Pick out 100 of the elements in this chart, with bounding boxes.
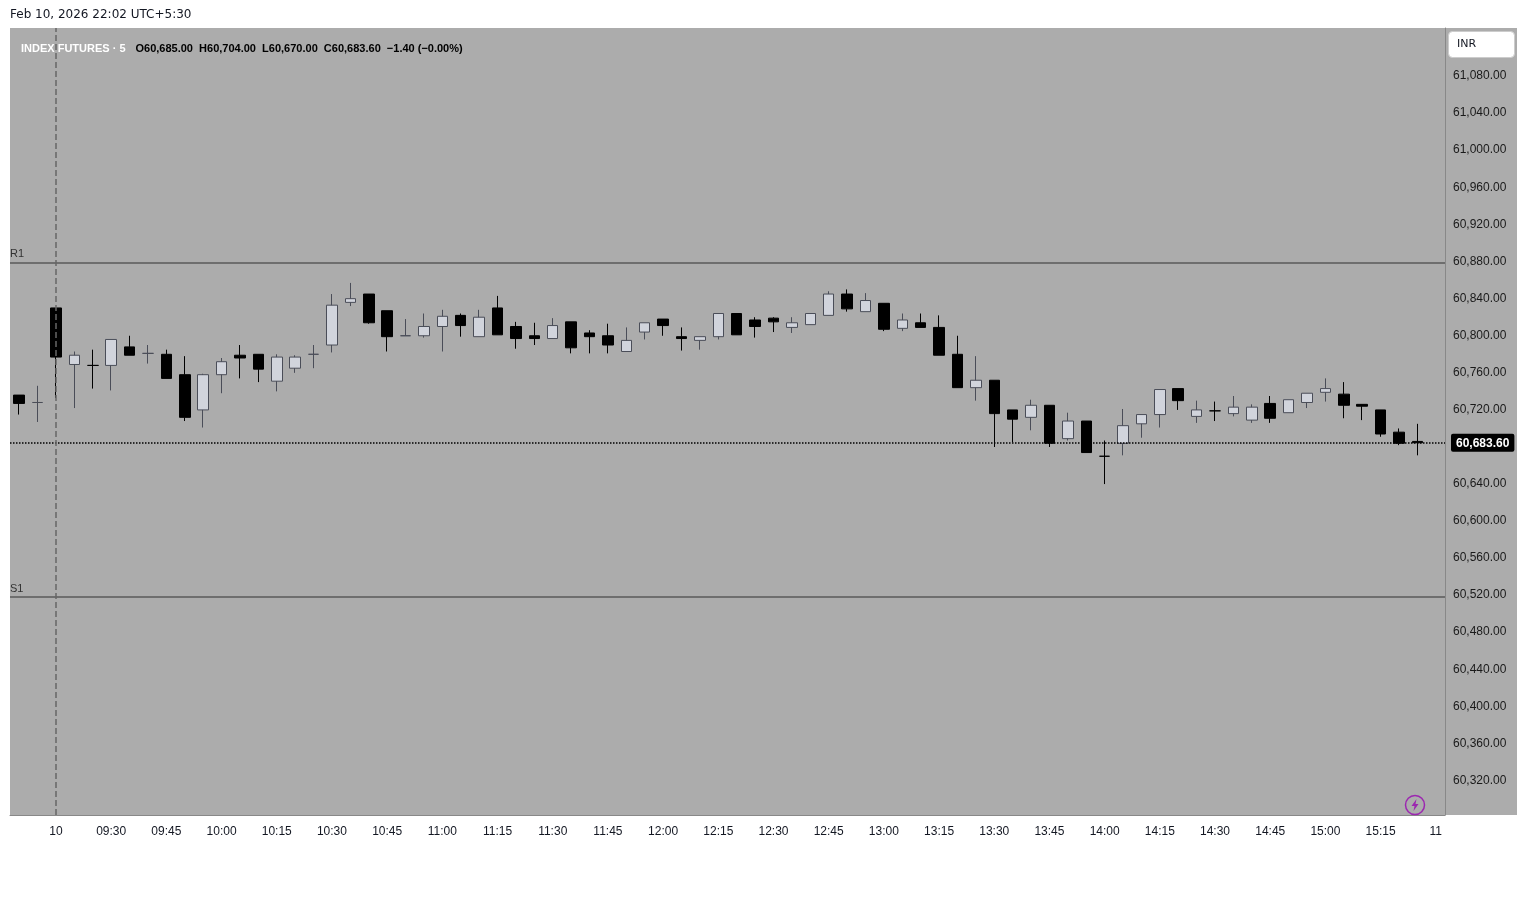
x-tick-label: 12:45 (813, 824, 845, 838)
candlestick (1338, 381, 1350, 419)
candlestick (1301, 392, 1313, 409)
candlestick (657, 318, 669, 337)
candlestick (933, 314, 945, 356)
candlestick (565, 321, 577, 354)
candlestick (1246, 403, 1258, 424)
candlestick (473, 309, 485, 338)
candlestick (216, 357, 227, 394)
x-tick-label: 09:30 (96, 824, 127, 838)
y-tick-label: 60,320.00 (1453, 772, 1507, 787)
candlestick (87, 349, 99, 390)
x-tick-label: 10:30 (316, 824, 348, 838)
candlestick (841, 288, 853, 313)
x-tick-label: 15:00 (1310, 824, 1341, 838)
text: INR (1457, 37, 1477, 50)
candlestick (1136, 414, 1147, 439)
candlestick (234, 344, 246, 379)
candlestick (308, 344, 319, 369)
x-tick-label: 10:15 (261, 824, 293, 838)
y-tick-label: 60,440.00 (1453, 661, 1507, 676)
candlestick (1172, 388, 1184, 411)
candlestick (768, 316, 779, 333)
candlestick (529, 322, 540, 346)
x-tick-label: 11:45 (593, 824, 623, 838)
text: Feb 10, 2026 22:02 UTC+5:30 (10, 7, 192, 21)
x-tick-label: 14:30 (1200, 824, 1231, 838)
candlestick (713, 313, 724, 340)
candlestick (400, 318, 411, 337)
y-tick-label: 60,520.00 (1453, 587, 1507, 602)
ref-line-label: R1 (10, 247, 25, 260)
candlestick (326, 293, 338, 353)
x-tick-label: 12:15 (703, 824, 734, 838)
x-tick-label: 13:15 (924, 824, 955, 838)
candlestick (1117, 408, 1129, 456)
y-tick-label: 60,600.00 (1453, 513, 1507, 528)
y-tick-label: 60,760.00 (1453, 364, 1507, 379)
y-tick-label: 60,720.00 (1453, 401, 1507, 416)
candlestick (1264, 395, 1276, 424)
candlestick (878, 302, 890, 332)
x-tick-label: 11:15 (482, 824, 513, 838)
text: INDEX FUTURES · 5 (21, 42, 126, 54)
candlestick (786, 316, 798, 334)
candlestick (897, 313, 908, 332)
x-tick-label: 13:30 (979, 824, 1010, 838)
candlestick (492, 295, 503, 336)
y-tick-label: 60,400.00 (1453, 698, 1507, 713)
y-tick-label: 60,560.00 (1453, 550, 1507, 565)
candlestick (694, 336, 706, 351)
candlestick (345, 282, 356, 307)
candlestick (1356, 403, 1368, 421)
x-tick-label: 11:00 (427, 824, 458, 838)
ref-line-label: 60,683.60 (1456, 435, 1510, 450)
candlestick (253, 353, 264, 383)
candlestick (510, 321, 522, 350)
candlestick (1228, 395, 1239, 417)
x-tick-label: 13:45 (1034, 824, 1065, 838)
x-tick-label: 09:45 (151, 824, 182, 838)
candlestick (731, 313, 742, 336)
y-tick-label: 61,080.00 (1453, 68, 1507, 83)
candlestick (970, 355, 982, 402)
candlestick (584, 329, 595, 354)
x-tick-label: 10 (49, 824, 63, 838)
candlestick (915, 313, 926, 328)
x-tick-label: 11 (1429, 824, 1443, 838)
x-tick-label: 10:45 (372, 824, 403, 838)
x-tick-label: 11:30 (538, 824, 568, 838)
candlestick (860, 292, 871, 313)
candlestick (418, 313, 430, 339)
y-tick-label: 60,480.00 (1453, 624, 1507, 639)
candlestick (124, 335, 135, 356)
candlestick (142, 344, 154, 365)
y-tick-label: 61,000.00 (1453, 142, 1507, 157)
candlestick (381, 310, 393, 353)
candlestick (32, 385, 43, 423)
y-tick-label: 60,920.00 (1453, 216, 1507, 231)
candlestick (271, 353, 283, 392)
candlestick (1062, 412, 1074, 441)
x-tick-label: 14:45 (1255, 824, 1286, 838)
candlestick (1025, 399, 1037, 431)
candlestick (805, 313, 816, 326)
candlestick (676, 326, 687, 352)
y-tick-label: 61,040.00 (1453, 105, 1507, 120)
candlestick (455, 313, 466, 338)
candlestick (437, 309, 448, 353)
x-tick-label: 13:00 (868, 824, 900, 838)
x-tick-label: 14:15 (1144, 824, 1176, 838)
y-tick-label: 60,960.00 (1453, 179, 1507, 194)
candlestick (749, 316, 761, 339)
y-tick-label: 60,800.00 (1453, 327, 1507, 342)
candlestick (69, 351, 80, 409)
y-tick-label: 60,360.00 (1453, 735, 1507, 750)
candlestick (547, 317, 558, 340)
x-tick-label: 14:00 (1089, 824, 1120, 838)
candlestick (602, 323, 614, 354)
candlestick (1320, 377, 1331, 403)
candlestick (1209, 401, 1221, 422)
candlestick (823, 290, 834, 316)
y-tick-label: 60,880.00 (1453, 253, 1507, 268)
candlestick (179, 355, 191, 422)
